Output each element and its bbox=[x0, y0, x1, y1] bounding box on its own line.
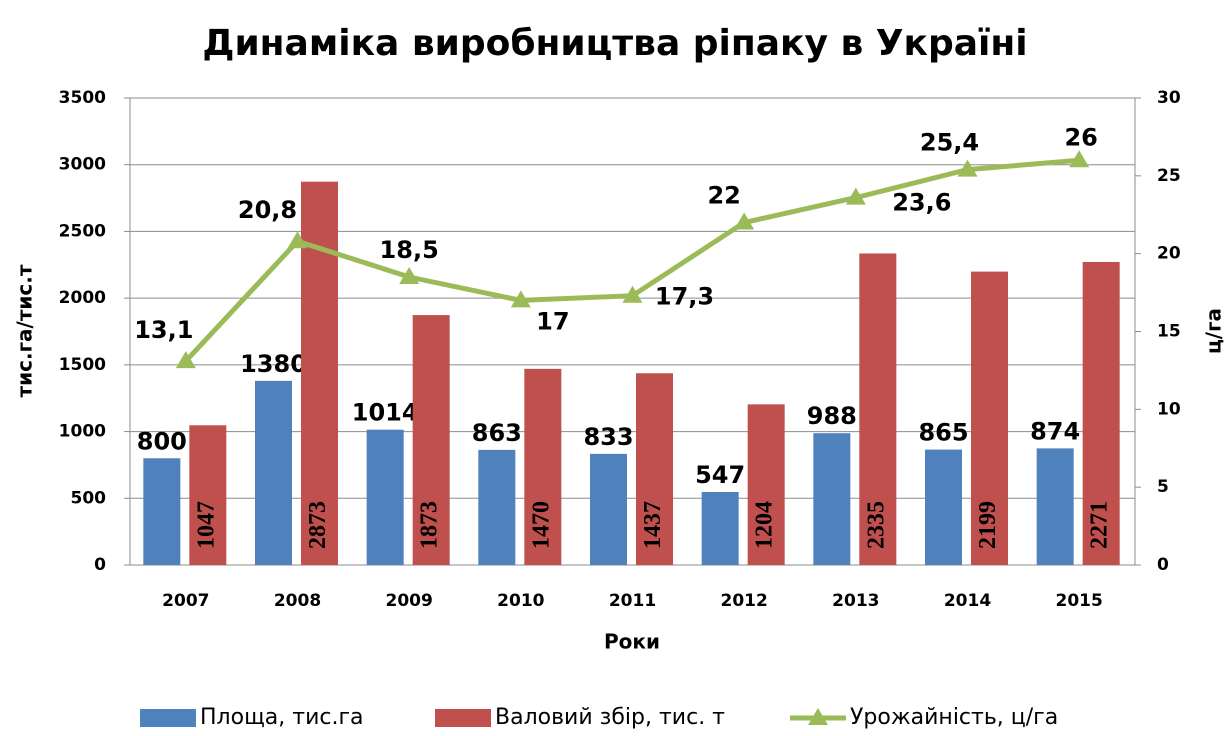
x-tick-label: 2008 bbox=[274, 591, 321, 611]
y-tick-label: 3000 bbox=[59, 155, 106, 175]
y-tick-label: 500 bbox=[71, 488, 107, 508]
x-tick-label: 2014 bbox=[944, 591, 991, 611]
bar bbox=[590, 453, 627, 565]
data-label: 988 bbox=[807, 402, 857, 430]
data-label: 17,3 bbox=[655, 283, 714, 311]
y-tick-label: 3500 bbox=[59, 88, 106, 108]
data-label: 1470 bbox=[528, 501, 554, 549]
data-label: 13,1 bbox=[134, 316, 193, 344]
y-tick-label: 0 bbox=[94, 555, 106, 575]
y-tick-label: 1500 bbox=[59, 355, 106, 375]
data-label: 863 bbox=[472, 419, 522, 447]
data-label: 2271 bbox=[1087, 501, 1113, 549]
chart-title: Динаміка виробництва ріпаку в Україні bbox=[202, 23, 1027, 64]
y-tick-label: 2500 bbox=[59, 221, 106, 241]
data-label: 833 bbox=[583, 423, 633, 451]
marker bbox=[622, 285, 643, 303]
data-label: 1014 bbox=[352, 399, 419, 427]
marker bbox=[510, 290, 531, 308]
data-label: 1380 bbox=[240, 350, 307, 378]
bar bbox=[1082, 261, 1120, 565]
legend-marker bbox=[808, 708, 828, 725]
marker bbox=[175, 351, 196, 369]
legend-label: Площа, тис.га bbox=[200, 705, 364, 730]
x-tick-label: 2011 bbox=[609, 591, 656, 611]
data-label: 25,4 bbox=[920, 129, 979, 157]
y2-tick-label: 5 bbox=[1157, 477, 1169, 497]
y-tick-label: 2000 bbox=[59, 288, 106, 308]
marker bbox=[399, 267, 420, 285]
data-label: 1047 bbox=[193, 501, 219, 549]
bar bbox=[701, 492, 739, 565]
marker bbox=[734, 212, 755, 230]
marker bbox=[287, 231, 308, 249]
bar bbox=[925, 449, 962, 565]
data-label: 2873 bbox=[305, 501, 331, 549]
data-label: 22 bbox=[707, 182, 740, 210]
x-tick-label: 2010 bbox=[497, 591, 544, 611]
legend-swatch bbox=[435, 709, 491, 727]
data-label: 26 bbox=[1064, 123, 1097, 151]
data-label: 874 bbox=[1030, 417, 1080, 445]
bar bbox=[524, 368, 562, 565]
legend-label: Урожайність, ц/га bbox=[850, 705, 1058, 730]
bar bbox=[143, 458, 181, 565]
bar bbox=[636, 373, 673, 565]
bar bbox=[189, 425, 227, 565]
x-tick-label: 2009 bbox=[386, 591, 433, 611]
data-label: 865 bbox=[918, 419, 968, 447]
data-label: 18,5 bbox=[380, 236, 439, 264]
y2-tick-label: 25 bbox=[1157, 166, 1181, 186]
x-tick-label: 2012 bbox=[721, 591, 768, 611]
bar bbox=[859, 253, 897, 566]
y2-tick-label: 20 bbox=[1157, 244, 1181, 264]
bar bbox=[1036, 448, 1074, 565]
bar bbox=[366, 429, 404, 565]
data-label: 20,8 bbox=[238, 196, 297, 224]
data-label: 1437 bbox=[640, 501, 666, 549]
y2-tick-label: 30 bbox=[1157, 88, 1181, 108]
x-tick-label: 2015 bbox=[1056, 591, 1103, 611]
bar bbox=[478, 449, 516, 565]
bar bbox=[813, 433, 851, 565]
x-axis-title: Роки bbox=[604, 630, 660, 654]
legend-swatch bbox=[140, 709, 196, 727]
y-tick-label: 1000 bbox=[59, 422, 106, 442]
y-axis-title: тис.га/тис.т bbox=[13, 264, 37, 397]
bar bbox=[747, 404, 785, 565]
data-label: 1873 bbox=[417, 501, 443, 549]
bar bbox=[971, 271, 1008, 565]
data-label: 23,6 bbox=[892, 189, 951, 217]
y2-tick-label: 10 bbox=[1157, 399, 1181, 419]
legend-label: Валовий збір, тис. т bbox=[495, 705, 725, 730]
data-label: 17 bbox=[536, 307, 569, 335]
marker bbox=[845, 187, 866, 205]
bar bbox=[255, 380, 292, 565]
x-tick-label: 2013 bbox=[832, 591, 879, 611]
x-tick-label: 2007 bbox=[162, 591, 209, 611]
data-label: 2199 bbox=[975, 501, 1001, 549]
data-label: 2335 bbox=[863, 501, 889, 549]
marker bbox=[957, 159, 978, 177]
data-label: 1204 bbox=[752, 501, 778, 549]
data-label: 547 bbox=[695, 461, 745, 489]
y2-tick-label: 0 bbox=[1157, 555, 1169, 575]
y2-axis-title: ц/га bbox=[1202, 308, 1226, 354]
marker bbox=[1069, 150, 1090, 168]
data-label: 800 bbox=[137, 427, 187, 455]
bar bbox=[412, 315, 450, 565]
y2-tick-label: 15 bbox=[1157, 322, 1181, 342]
